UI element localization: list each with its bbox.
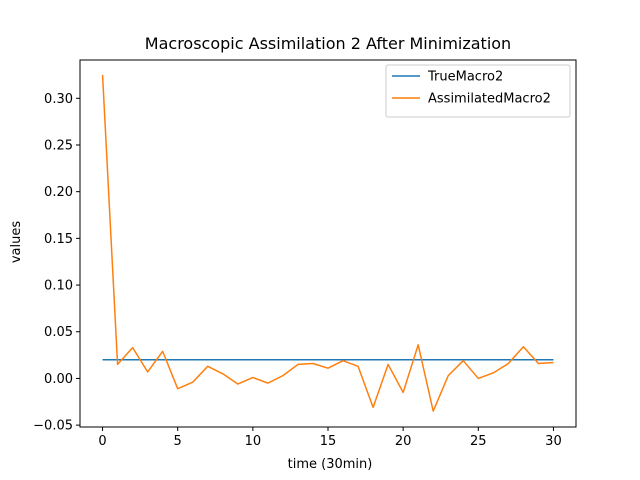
y-tick-label: 0.30 bbox=[44, 92, 73, 107]
x-tick-label: 25 bbox=[470, 434, 487, 449]
legend-box bbox=[385, 64, 571, 118]
x-tick-label: 20 bbox=[395, 434, 412, 449]
y-tick-label: 0.20 bbox=[44, 185, 73, 200]
x-tick-label: 0 bbox=[98, 434, 106, 449]
x-axis-ticks: 0 5 10 15 20 25 30 bbox=[98, 427, 562, 449]
x-tick-label: 30 bbox=[545, 434, 562, 449]
chart-title: Macroscopic Assimilation 2 After Minimiz… bbox=[145, 34, 511, 53]
y-tick-label: 0.05 bbox=[44, 325, 73, 340]
legend: TrueMacro2 AssimilatedMacro2 bbox=[385, 64, 571, 118]
y-tick-label: 0.15 bbox=[44, 232, 73, 247]
legend-label: AssimilatedMacro2 bbox=[428, 92, 551, 107]
y-axis-ticks: −0.05 0.00 0.05 0.10 0.15 0.20 0.25 0.30 bbox=[33, 92, 80, 434]
legend-label: TrueMacro2 bbox=[427, 70, 503, 85]
y-tick-label: 0.10 bbox=[44, 279, 73, 294]
x-tick-label: 15 bbox=[320, 434, 337, 449]
y-tick-label: 0.00 bbox=[44, 372, 73, 387]
series-layer bbox=[101, 74, 554, 412]
x-axis-label: time (30min) bbox=[288, 457, 373, 472]
y-tick-label: 0.25 bbox=[44, 138, 73, 153]
x-tick-label: 10 bbox=[245, 434, 262, 449]
y-axis-label: values bbox=[9, 221, 24, 264]
x-tick-label: 5 bbox=[174, 434, 182, 449]
series-line-assimilated-macro-2 bbox=[101, 74, 554, 412]
y-tick-label: −0.05 bbox=[33, 419, 73, 434]
